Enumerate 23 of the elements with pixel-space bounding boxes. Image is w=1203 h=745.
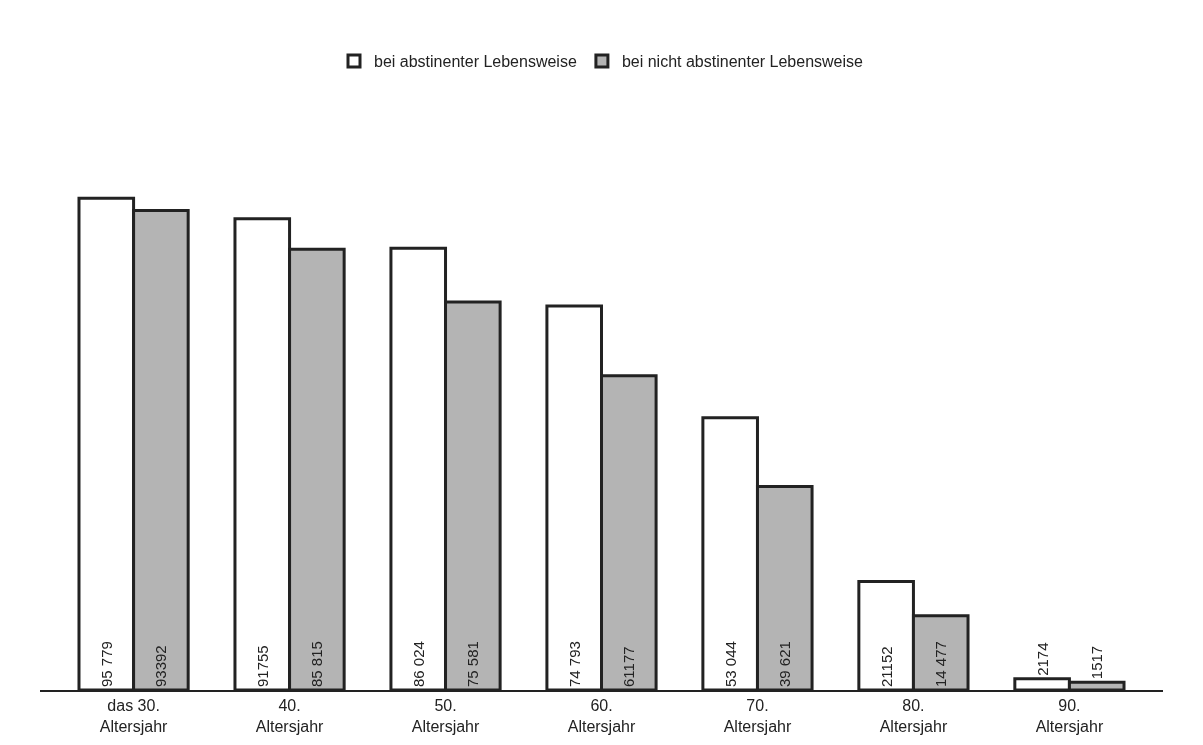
data-label: 95 779 [97,641,115,687]
data-label: 14 477 [932,641,950,687]
x-tick-label: 70. Altersjahr [723,697,792,735]
data-label: 93392 [152,645,170,687]
data-label: 2174 [1033,642,1051,676]
data-label: 91755 [253,645,271,687]
legend-label: bei abstinenter Lebensweise [374,53,577,71]
x-tick-label: 80. Altersjahr [879,697,948,735]
data-label: 61177 [620,646,638,687]
data-label: 85 815 [308,641,326,687]
x-tick-label: 40. Altersjahr [255,697,325,735]
data-label: 39 621 [776,641,794,687]
x-tick-label: 90. Altersjahr [1035,697,1104,735]
data-label: 86 024 [409,641,427,687]
data-label: 1517 [1088,645,1106,680]
legend-label: bei nicht abstinenter Lebensweise [621,53,864,71]
data-label: 75 581 [464,641,482,687]
x-tick-label: 50. Altersjahr [411,697,480,735]
x-tick-label: 60. Altersjahr [567,697,636,735]
data-label: 53 044 [721,641,739,687]
data-label: 21152 [877,646,895,687]
x-tick-label: das 30. Altersjahr [99,697,169,735]
data-label: 74 793 [565,641,583,687]
